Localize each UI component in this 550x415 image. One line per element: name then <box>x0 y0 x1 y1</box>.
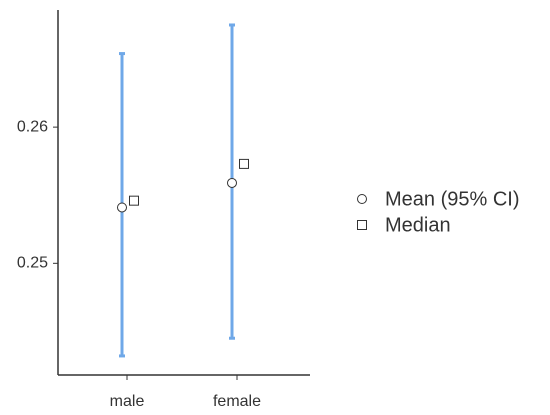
x-tick-label: female <box>213 393 261 410</box>
y-tick-label: 0.25 <box>17 255 48 272</box>
x-tick-label: male <box>110 393 145 410</box>
legend-symbol <box>357 194 367 204</box>
legend-text: Median <box>385 214 451 236</box>
median-point <box>129 195 139 206</box>
legend-text: Mean (95% CI) <box>385 188 520 210</box>
mean-point <box>117 202 127 213</box>
mean-point <box>227 177 237 188</box>
legend-symbol <box>357 220 367 230</box>
median-point <box>239 158 249 169</box>
y-tick-label: 0.26 <box>17 118 48 135</box>
